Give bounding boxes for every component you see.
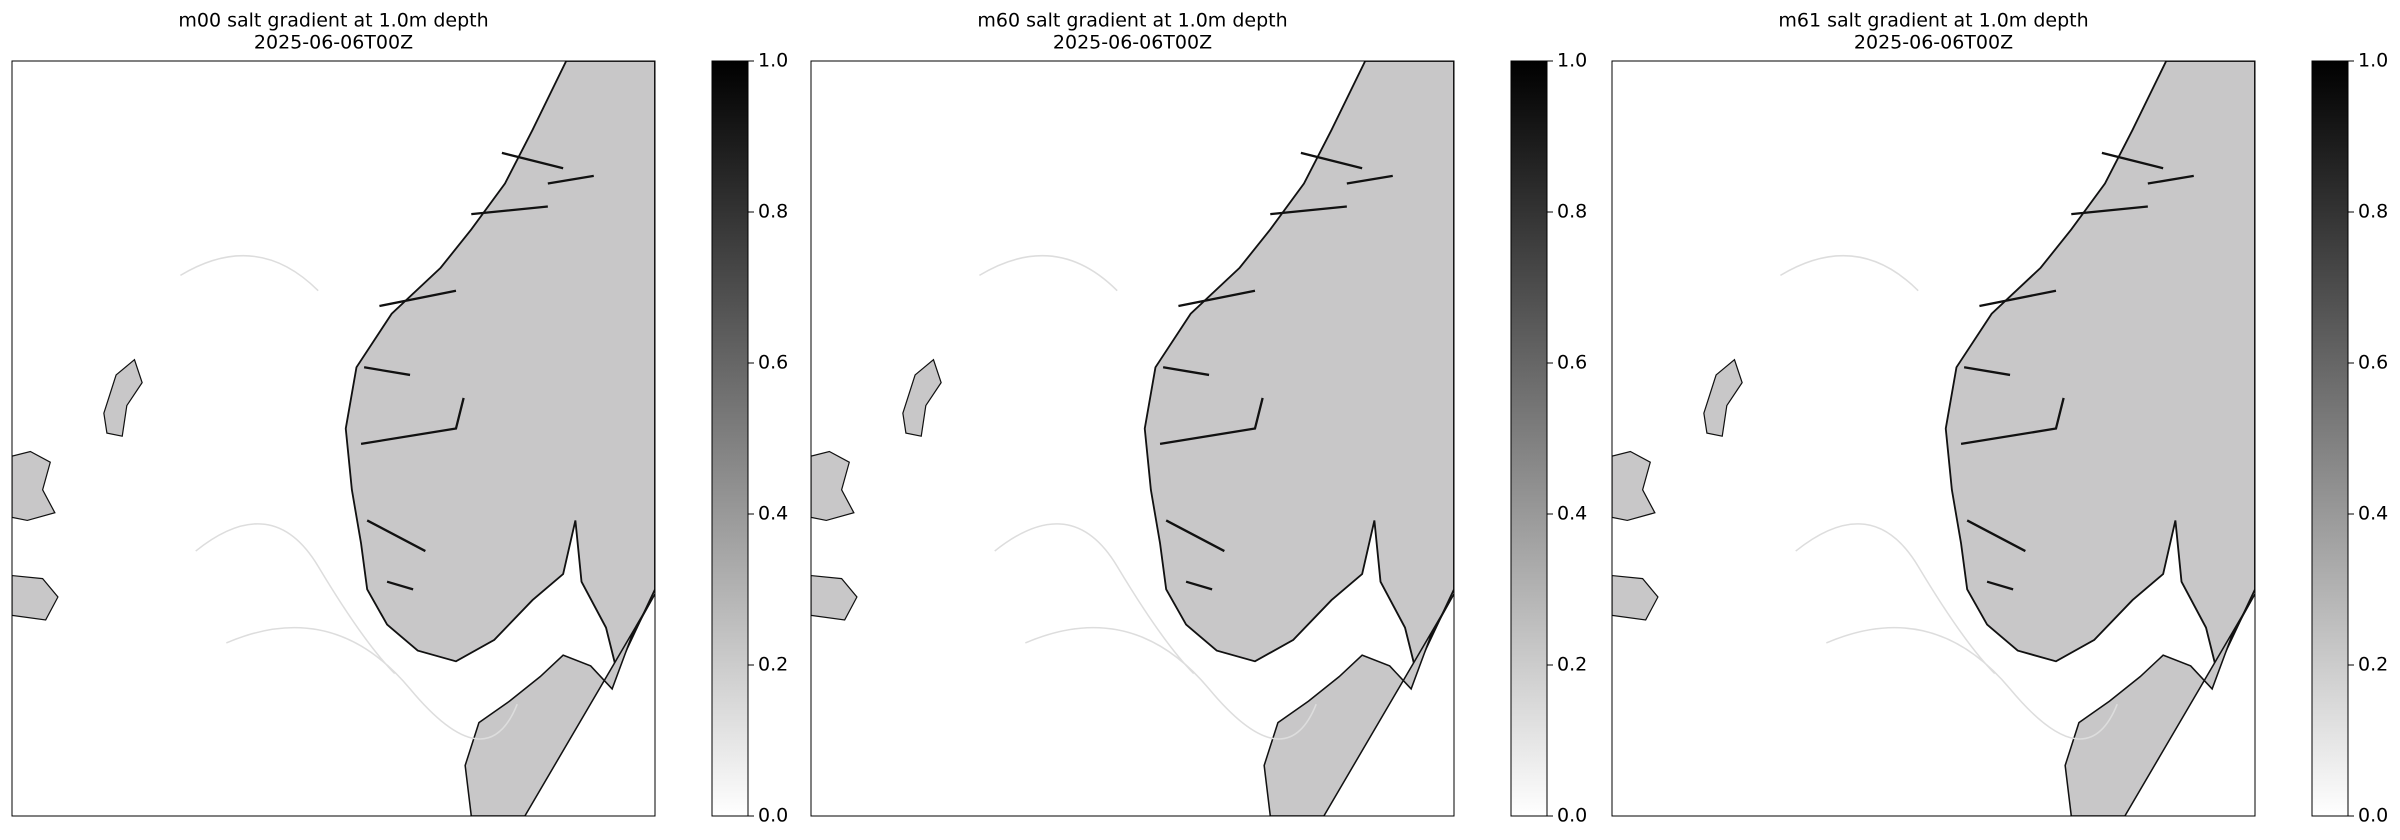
colorbar-tick-label: 1.0	[2358, 50, 2388, 72]
map	[12, 61, 655, 816]
panel: m60 salt gradient at 1.0m depth2025-06-0…	[810, 10, 1587, 827]
colorbar-tick-label: 0.4	[2358, 503, 2388, 525]
colorbar-tick-label: 0.8	[1557, 201, 1587, 223]
map-frame	[11, 60, 656, 817]
panel-subtitle: 2025-06-06T00Z	[254, 32, 413, 54]
colorbar	[711, 60, 749, 817]
panel: m00 salt gradient at 1.0m depth2025-06-0…	[11, 10, 788, 827]
colorbar-tick-label: 0.6	[1557, 352, 1587, 374]
land	[1612, 61, 2255, 816]
map	[811, 61, 1454, 816]
panel: m61 salt gradient at 1.0m depth2025-06-0…	[1611, 10, 2388, 827]
colorbar-tick-label: 0.4	[758, 503, 788, 525]
panel-subtitle: 2025-06-06T00Z	[1854, 32, 2013, 54]
colorbar-tick-label: 0.0	[758, 805, 788, 827]
colorbar-tick-label: 0.4	[1557, 503, 1587, 525]
colorbar-tick-label: 0.8	[758, 201, 788, 223]
colorbar-tick-label: 1.0	[758, 50, 788, 72]
colorbar-tick-label: 0.2	[1557, 654, 1587, 676]
colorbar-tick-label: 0.0	[2358, 805, 2388, 827]
panel-title: m61 salt gradient at 1.0m depth	[1778, 10, 2088, 32]
colorbar-tick-label: 0.2	[2358, 654, 2388, 676]
colorbar	[1510, 60, 1548, 817]
colorbar-tick-label: 0.0	[1557, 805, 1587, 827]
colorbar-tick-label: 0.8	[2358, 201, 2388, 223]
land	[12, 61, 655, 816]
map	[1612, 61, 2255, 816]
map-frame	[1611, 60, 2256, 817]
map-frame	[810, 60, 1455, 817]
colorbar-tick-label: 0.6	[758, 352, 788, 374]
colorbar-tick-label: 0.2	[758, 654, 788, 676]
colorbar	[2311, 60, 2349, 817]
land	[811, 61, 1454, 816]
colorbar-tick-label: 0.6	[2358, 352, 2388, 374]
panel-title: m60 salt gradient at 1.0m depth	[977, 10, 1287, 32]
panel-title: m00 salt gradient at 1.0m depth	[178, 10, 488, 32]
panel-subtitle: 2025-06-06T00Z	[1053, 32, 1212, 54]
colorbar-tick-label: 1.0	[1557, 50, 1587, 72]
